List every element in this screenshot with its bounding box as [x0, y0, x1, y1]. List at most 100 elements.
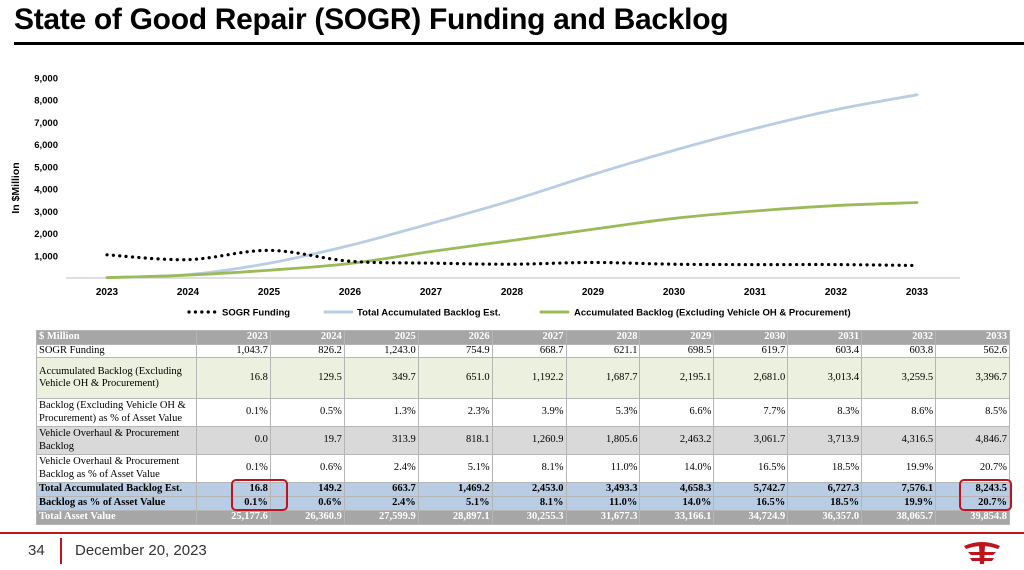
table-cell: 5.3%	[565, 398, 641, 427]
legend-label-0: SOGR Funding	[222, 308, 290, 319]
row-label: Total Asset Value	[36, 510, 197, 525]
table-cell: 18.5%	[787, 496, 863, 511]
table-cell: 19.9%	[861, 496, 937, 511]
table-cell: 7,576.1	[861, 482, 937, 497]
table-cell: 1,243.0	[343, 343, 419, 358]
series-line-0	[105, 248, 919, 268]
table-cell: 16.5%	[713, 496, 789, 511]
table-cell: 2.3%	[417, 398, 493, 427]
backlog-line-chart: 1,000 2,000 3,000 4,000 5,000 6,000 7,000 8,000…	[10, 74, 960, 319]
table-cell: 818.1	[417, 426, 493, 455]
table-cell: 30,255.3	[491, 510, 567, 525]
y-tick-label: 7,000	[34, 118, 58, 129]
data-table: $ Million 2023 2024 2025 2026 2027 2028 2029 203…	[36, 330, 1010, 525]
table-cell: 18.5%	[787, 454, 863, 483]
table-cell: 1.3%	[343, 398, 419, 427]
table-cell: 39,854.8	[935, 510, 1010, 525]
row-label: Accumulated Backlog (Excluding Vehicle O…	[36, 357, 197, 399]
table-cell: 20.7%	[935, 454, 1010, 483]
table-cell: 4,316.5	[861, 426, 937, 455]
table-cell: 0.1%	[196, 398, 271, 427]
table-cell: 562.6	[935, 343, 1010, 358]
table-row: SOGR Funding 1,043.7 826.2 1,243.0 754.9 668.…	[36, 343, 1010, 358]
row-label: Vehicle Overhaul & Procurement Backlog a…	[36, 454, 197, 483]
y-axis-label: In $Million	[10, 162, 22, 213]
table-header-year: 2026	[417, 330, 493, 345]
table-cell: 1,805.6	[565, 426, 641, 455]
table-cell: 8.5%	[935, 398, 1010, 427]
highlight-2023-backlog	[231, 479, 288, 511]
table-cell: 0.6%	[269, 454, 345, 483]
table-cell: 3,013.4	[787, 357, 863, 399]
table-cell: 2.4%	[343, 454, 419, 483]
table-cell: 619.7	[713, 343, 789, 358]
table-cell: 663.7	[343, 482, 419, 497]
table-cell: 0.5%	[269, 398, 345, 427]
table-cell: 8.1%	[491, 454, 567, 483]
table-cell: 19.9%	[861, 454, 937, 483]
table-row: Vehicle Overhaul & Procurement Backlog 0.…	[36, 426, 1010, 455]
y-tick-label: 8,000	[34, 96, 58, 107]
footer-rule	[0, 532, 1024, 534]
row-label: Vehicle Overhaul & Procurement Backlog	[36, 426, 197, 455]
table-cell: 4,658.3	[639, 482, 715, 497]
table-cell: 2,195.1	[639, 357, 715, 399]
table-cell: 1,192.2	[491, 357, 567, 399]
table-cell: 3,396.7	[935, 357, 1010, 399]
x-tick-label: 2026	[339, 287, 362, 298]
table-cell: 603.4	[787, 343, 863, 358]
x-tick-label: 2030	[663, 287, 686, 298]
table-cell: 5.1%	[417, 496, 493, 511]
table-cell: 349.7	[343, 357, 419, 399]
page-title: State of Good Repair (SOGR) Funding and …	[14, 3, 729, 36]
x-tick-label: 2024	[177, 287, 200, 298]
table-row: Backlog as % of Asset Value 0.1% 0.6% 2.4% 5…	[36, 496, 1010, 511]
table-cell: 33,166.1	[639, 510, 715, 525]
table-cell: 1,043.7	[196, 343, 271, 358]
y-tick-label: 3,000	[34, 207, 58, 218]
table-cell: 2,463.2	[639, 426, 715, 455]
x-tick-label: 2025	[258, 287, 281, 298]
table-cell: 38,065.7	[861, 510, 937, 525]
table-header-year: 2030	[713, 330, 789, 345]
y-tick-label: 9,000	[34, 74, 58, 85]
table-cell: 2,453.0	[491, 482, 567, 497]
table-row: Vehicle Overhaul & Procurement Backlog a…	[36, 454, 1010, 483]
table-cell: 621.1	[565, 343, 641, 358]
table-cell: 8.1%	[491, 496, 567, 511]
table-cell: 3,061.7	[713, 426, 789, 455]
table-header-year: 2027	[491, 330, 567, 345]
table-header-year: 2032	[861, 330, 937, 345]
table-cell: 603.8	[861, 343, 937, 358]
table-cell: 149.2	[269, 482, 345, 497]
table-cell: 25,177.6	[196, 510, 271, 525]
table-cell: 6,727.3	[787, 482, 863, 497]
table-cell: 0.6%	[269, 496, 345, 511]
table-cell: 3,493.3	[565, 482, 641, 497]
table-cell: 26,360.9	[269, 510, 345, 525]
table-cell: 754.9	[417, 343, 493, 358]
table-cell: 668.7	[491, 343, 567, 358]
data-table-container: $ Million 2023 2024 2025 2026 2027 2028 2029 203…	[36, 330, 1010, 525]
row-label: Total Accumulated Backlog Est.	[36, 482, 197, 497]
table-cell: 6.6%	[639, 398, 715, 427]
table-cell: 16.5%	[713, 454, 789, 483]
table-cell: 1,260.9	[491, 426, 567, 455]
x-tick-label: 2029	[582, 287, 605, 298]
table-cell: 4,846.7	[935, 426, 1010, 455]
table-cell: 5,742.7	[713, 482, 789, 497]
table-cell: 826.2	[269, 343, 345, 358]
x-tick-label: 2033	[906, 287, 929, 298]
ttc-logo-icon	[964, 542, 1000, 564]
y-tick-label: 2,000	[34, 229, 58, 240]
y-tick-label: 6,000	[34, 140, 58, 151]
x-axis: 2023 2024 2025 2026 2027 2028 2029 2030 2031 2032…	[96, 287, 929, 298]
table-cell: 0.1%	[196, 454, 271, 483]
table-row: Backlog (Excluding Vehicle OH & Procurem…	[36, 398, 1010, 427]
table-header-label: $ Million	[36, 330, 197, 345]
series-line-1	[105, 93, 919, 280]
legend-label-1: Total Accumulated Backlog Est.	[357, 308, 501, 319]
table-header-year: 2033	[935, 330, 1010, 345]
table-cell: 34,724.9	[713, 510, 789, 525]
table-cell: 14.0%	[639, 496, 715, 511]
